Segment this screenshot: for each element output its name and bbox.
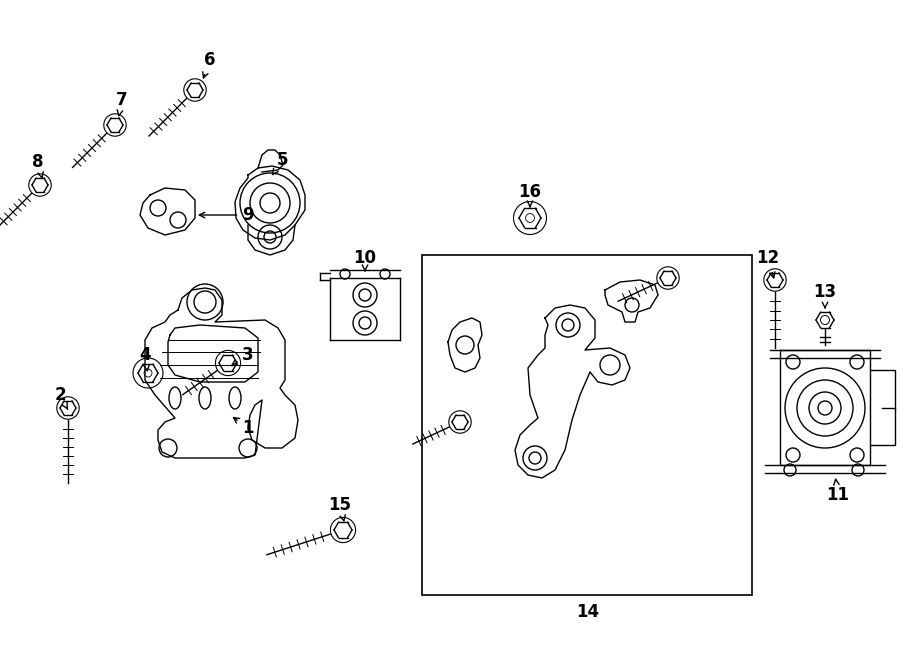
Text: 4: 4 <box>140 346 151 371</box>
Bar <box>422 255 752 595</box>
Text: 8: 8 <box>32 153 44 178</box>
Text: 10: 10 <box>354 249 376 270</box>
Text: 9: 9 <box>199 206 254 224</box>
Text: 12: 12 <box>756 249 779 278</box>
Text: 7: 7 <box>116 91 128 116</box>
Text: 1: 1 <box>233 418 254 437</box>
Text: 5: 5 <box>273 151 289 175</box>
Text: 11: 11 <box>826 479 850 504</box>
Text: 15: 15 <box>328 496 352 521</box>
Text: 14: 14 <box>576 603 599 621</box>
Text: 13: 13 <box>814 283 837 308</box>
Text: 3: 3 <box>231 346 254 366</box>
Text: 6: 6 <box>202 51 216 78</box>
Text: 2: 2 <box>54 386 68 409</box>
Text: 16: 16 <box>518 183 542 207</box>
